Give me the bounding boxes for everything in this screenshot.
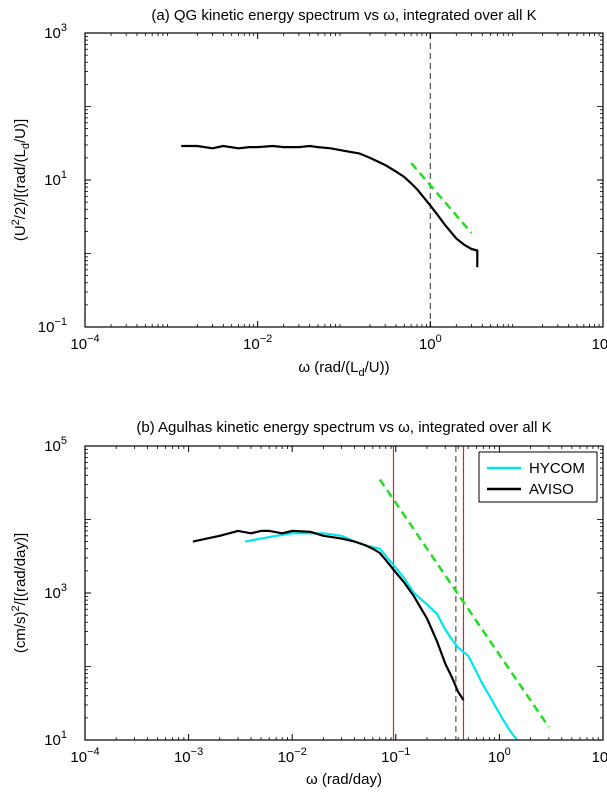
legend: HYCOM AVISO — [478, 451, 598, 503]
plot-area — [181, 33, 479, 327]
y-tick-label: 101 — [44, 729, 67, 749]
plot-a: (a) QG kinetic energy spectrum vs ω, int… — [10, 7, 607, 379]
y-tick-label: 101 — [44, 169, 67, 189]
chart-title: (b) Agulhas kinetic energy spectrum vs ω… — [136, 419, 551, 436]
x-axis-label: ω (rad/(Ld/U)) — [298, 359, 389, 379]
slope-guide-line — [410, 162, 473, 234]
y-axis-label: (U2/2)/[(rad/(Ld/U)] — [10, 119, 32, 241]
x-tick-label: 10−4 — [70, 746, 99, 766]
slope-guide-line — [378, 478, 550, 728]
y-tick-label: 103 — [44, 582, 67, 602]
y-axis-label: (cm/s)2/[(rad/day)] — [10, 533, 29, 653]
x-tick-label: 10−1 — [381, 746, 410, 766]
x-axis-label: ω (rad/day) — [306, 771, 382, 788]
series-line-0 — [181, 144, 479, 268]
plot-area — [192, 446, 550, 740]
x-tick-label: 10−4 — [70, 333, 99, 353]
legend-label-aviso: AVISO — [529, 481, 574, 498]
x-tick-label: 100 — [488, 746, 511, 766]
x-tick-label: 10−2 — [243, 333, 272, 353]
series-line-aviso — [192, 529, 465, 701]
x-tick-label: 100 — [419, 333, 442, 353]
x-tick-label: 101 — [592, 746, 607, 766]
y-tick-label: 105 — [44, 435, 67, 455]
y-tick-label: 10−1 — [38, 316, 67, 336]
plot-b: (b) Agulhas kinetic energy spectrum vs ω… — [10, 419, 607, 788]
x-tick-label: 10−2 — [278, 746, 307, 766]
x-tick-label: 10−3 — [174, 746, 203, 766]
legend-box — [478, 451, 598, 503]
x-tick-label: 102 — [592, 333, 607, 353]
y-tick-label: 103 — [44, 22, 67, 42]
legend-label-hycom: HYCOM — [529, 460, 585, 477]
chart-title: (a) QG kinetic energy spectrum vs ω, int… — [151, 7, 536, 24]
